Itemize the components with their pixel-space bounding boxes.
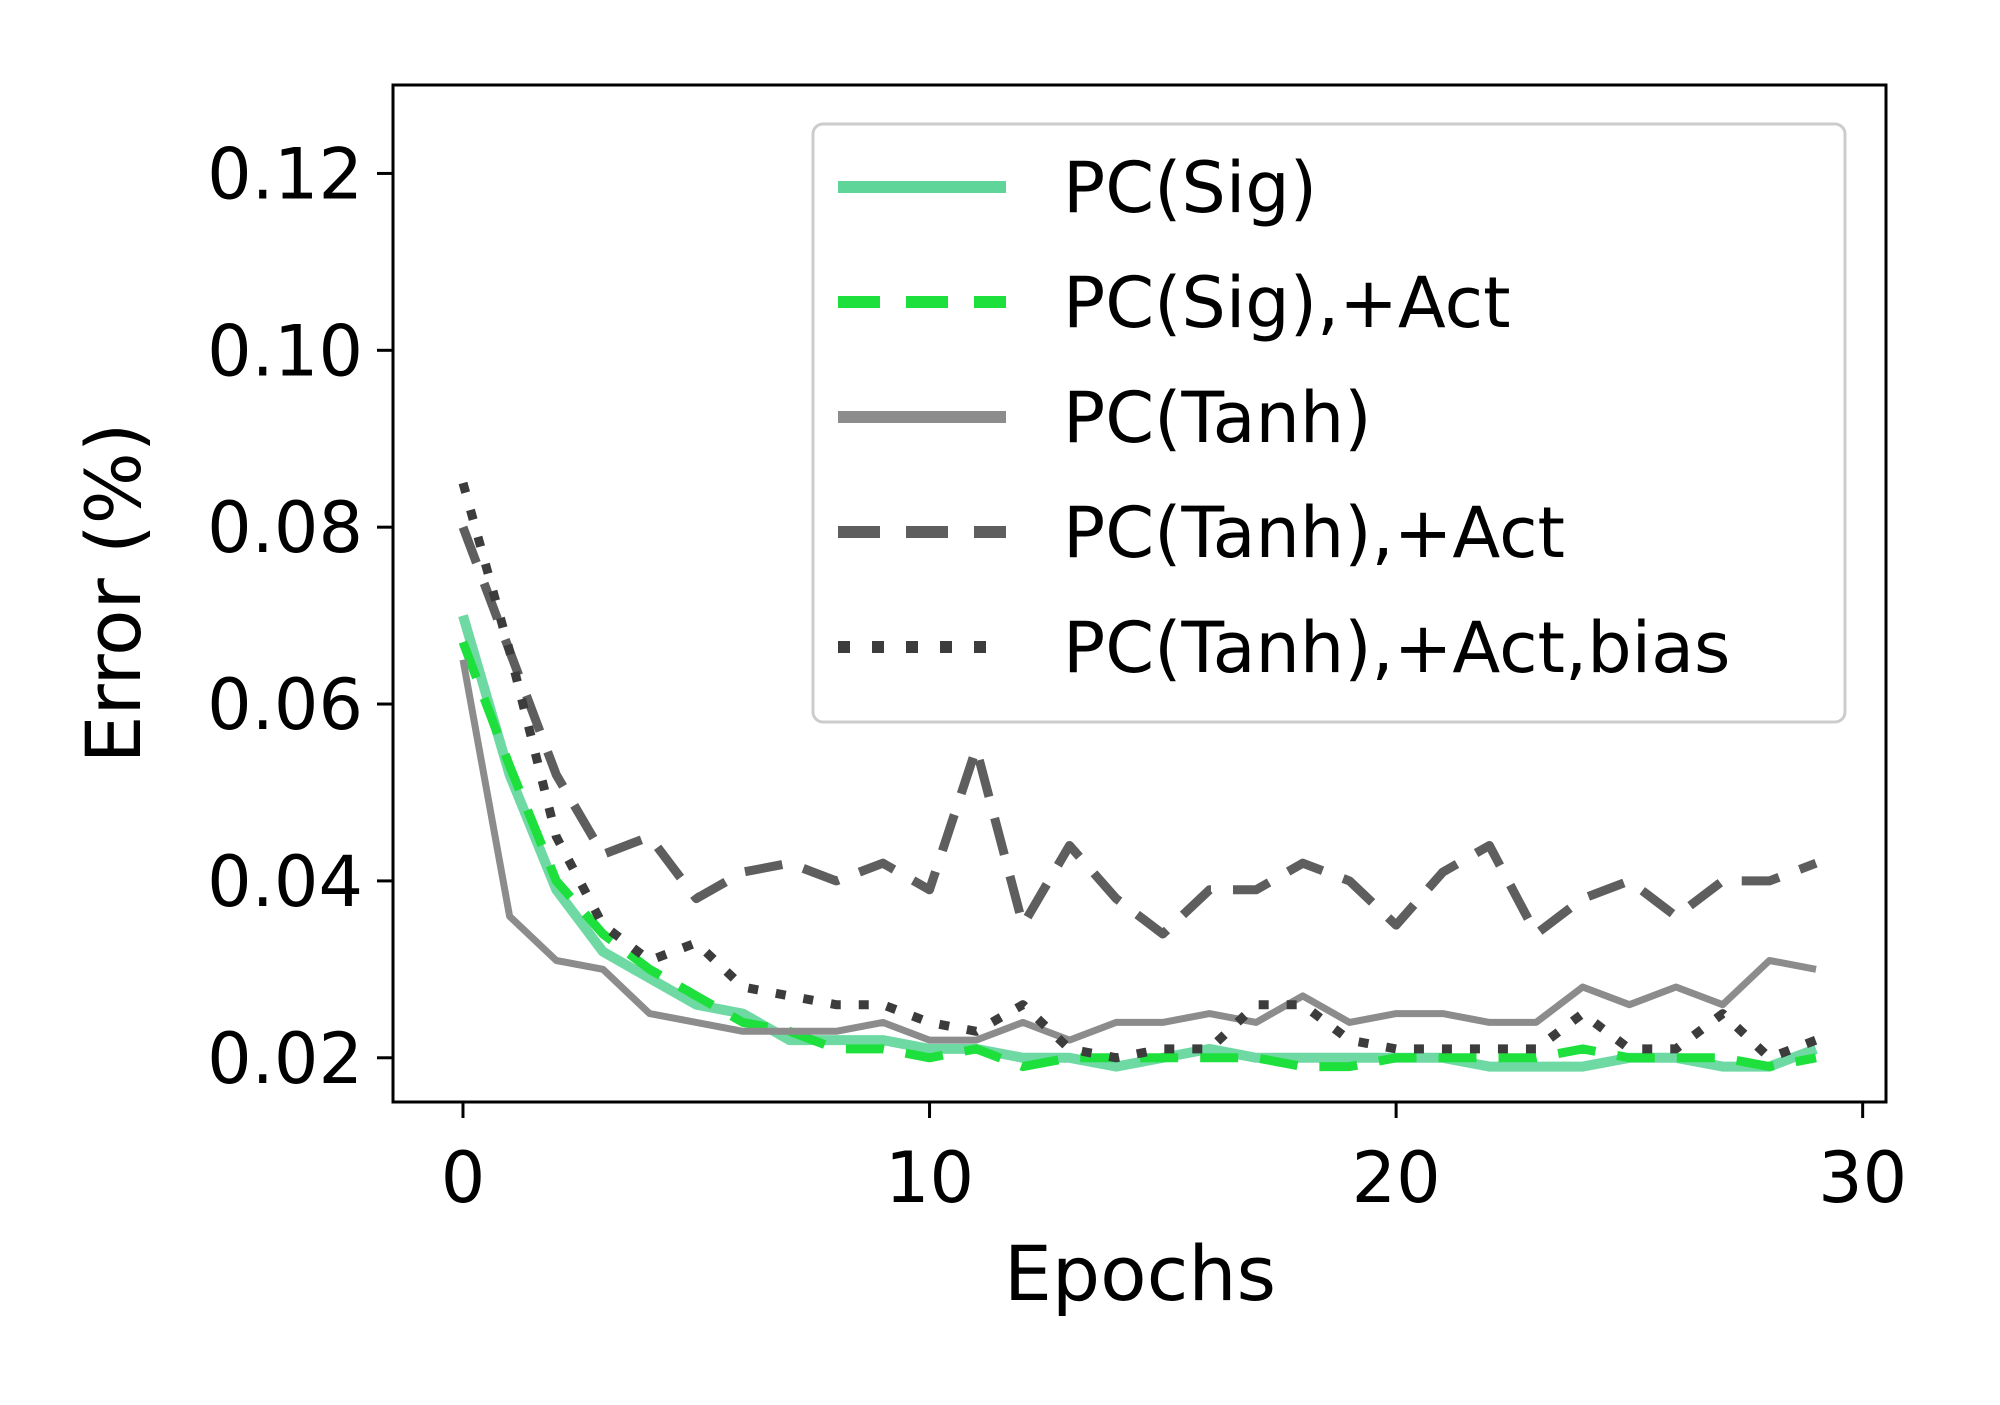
y-tick-label: 0.12 bbox=[207, 133, 363, 215]
x-tick-label: 30 bbox=[1818, 1137, 1907, 1219]
series-line-pc-tanh bbox=[459, 659, 1817, 1044]
legend-label: PC(Sig) bbox=[1063, 147, 1317, 229]
series-line-pc-sig bbox=[458, 614, 1818, 1072]
legend-items: PC(Sig) PC(Sig),+Act PC(Tanh) PC(Tanh),+Act… bbox=[838, 147, 1731, 689]
y-axis-label: Error (%) bbox=[69, 423, 158, 764]
x-tick-label: 0 bbox=[441, 1137, 486, 1219]
x-tick-label: 20 bbox=[1352, 1137, 1441, 1219]
series-line-pc-tanh-act bbox=[458, 525, 1818, 939]
y-tick-label: 0.08 bbox=[207, 487, 363, 569]
legend-label: PC(Sig),+Act bbox=[1063, 262, 1511, 344]
y-tick-label: 0.02 bbox=[207, 1018, 363, 1100]
series-line-pc-sig-act bbox=[458, 640, 1817, 1072]
y-tick-label: 0.06 bbox=[207, 664, 363, 746]
y-tick-label: 0.10 bbox=[207, 310, 363, 392]
x-axis: 0 10 20 30 bbox=[441, 1102, 1907, 1219]
legend-label: PC(Tanh),+Act bbox=[1063, 492, 1565, 574]
y-tick-label: 0.04 bbox=[207, 841, 363, 923]
plot-frame bbox=[391, 83, 1888, 1104]
legend: PC(Sig) PC(Sig),+Act PC(Tanh) PC(Tanh),+Act… bbox=[811, 122, 1847, 724]
y-axis: 0.02 0.04 0.06 0.08 0.10 0.12 bbox=[207, 133, 393, 1100]
legend-box bbox=[811, 122, 1847, 724]
x-axis-label: Epochs bbox=[1004, 1229, 1276, 1318]
series-layer bbox=[458, 481, 1818, 1072]
legend-label: PC(Tanh) bbox=[1063, 377, 1372, 459]
series-line-pc-tanh-act-bias bbox=[458, 481, 1818, 1063]
x-tick-label: 10 bbox=[885, 1137, 974, 1219]
legend-label: PC(Tanh),+Act,bias bbox=[1063, 607, 1731, 689]
